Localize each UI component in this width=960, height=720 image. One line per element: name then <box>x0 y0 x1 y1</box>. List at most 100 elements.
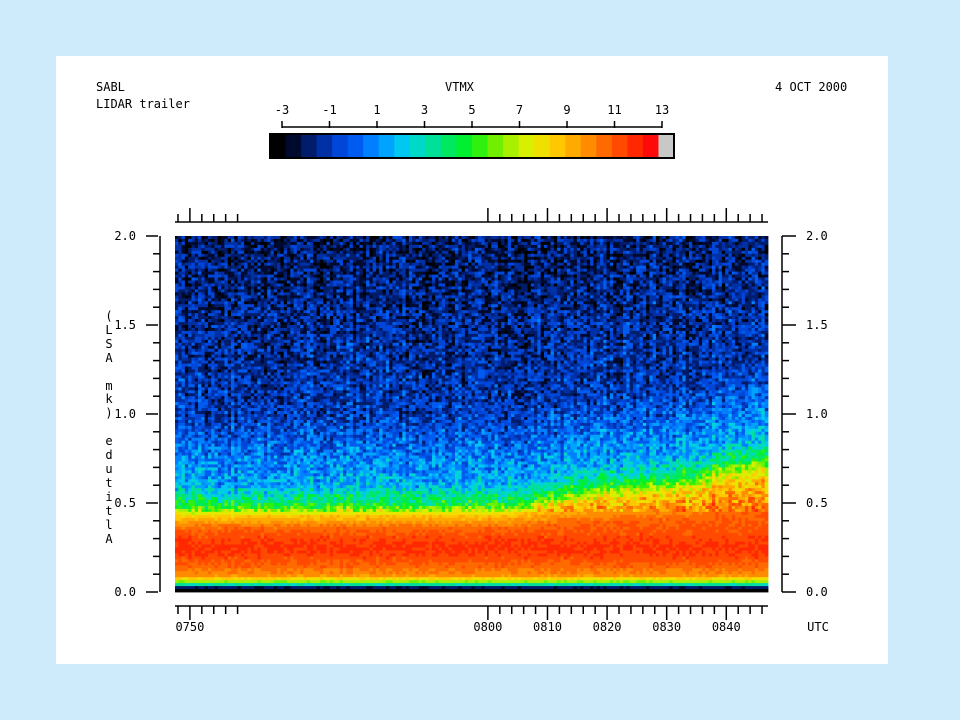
heatmap-cell <box>261 485 265 488</box>
heatmap-cell <box>300 470 304 473</box>
heatmap-cell <box>261 574 265 577</box>
heatmap-cell <box>228 503 232 506</box>
heatmap-cell <box>238 467 242 470</box>
heatmap-cell <box>205 278 209 281</box>
heatmap-cell <box>234 524 238 527</box>
heatmap-cell <box>191 266 195 269</box>
heatmap-cell <box>211 494 215 497</box>
heatmap-cell <box>195 272 199 275</box>
heatmap-cell <box>297 456 301 459</box>
heatmap-cell <box>300 432 304 435</box>
heatmap-cell <box>261 450 265 453</box>
heatmap-cell <box>188 574 192 577</box>
heatmap-cell <box>185 343 189 346</box>
heatmap-cell <box>244 559 248 562</box>
heatmap-cell <box>185 467 189 470</box>
heatmap-cell <box>310 292 314 295</box>
heatmap-cell <box>238 527 242 530</box>
heatmap-cell <box>264 521 268 524</box>
heatmap-cell <box>195 568 199 571</box>
heatmap-cell <box>238 337 242 340</box>
heatmap-cell <box>251 411 255 414</box>
heatmap-cell <box>267 441 271 444</box>
heatmap-cell <box>221 586 225 589</box>
heatmap-cell <box>185 512 189 515</box>
heatmap-cell <box>290 568 294 571</box>
heatmap-cell <box>307 316 311 319</box>
heatmap-cell <box>290 328 294 331</box>
heatmap-cell <box>287 322 291 325</box>
heatmap-cell <box>208 503 212 506</box>
heatmap-cell <box>277 586 281 589</box>
heatmap-cell <box>198 423 202 426</box>
heatmap-cell <box>208 328 212 331</box>
heatmap-cell <box>307 426 311 429</box>
heatmap-cell <box>264 461 268 464</box>
heatmap-cell <box>277 408 281 411</box>
heatmap-cell <box>274 530 278 533</box>
heatmap-cell <box>175 461 179 464</box>
heatmap-cell <box>287 423 291 426</box>
heatmap-cell <box>234 485 238 488</box>
heatmap-cell <box>261 263 265 266</box>
heatmap-cell <box>290 562 294 565</box>
heatmap-cell <box>307 349 311 352</box>
heatmap-cell <box>188 524 192 527</box>
heatmap-cell <box>178 266 182 269</box>
heatmap-cell <box>205 521 209 524</box>
heatmap-cell <box>251 281 255 284</box>
heatmap-cell <box>287 316 291 319</box>
heatmap-cell <box>241 548 245 551</box>
heatmap-cell <box>297 559 301 562</box>
heatmap-cell <box>224 589 228 592</box>
heatmap-cell <box>198 352 202 355</box>
heatmap-cell <box>234 319 238 322</box>
heatmap-cell <box>257 530 261 533</box>
heatmap-cell <box>257 524 261 527</box>
heatmap-cell <box>290 393 294 396</box>
heatmap-cell <box>215 325 219 328</box>
heatmap-cell <box>191 236 195 239</box>
heatmap-cell <box>231 393 235 396</box>
heatmap-cell <box>185 500 189 503</box>
heatmap-cell <box>267 325 271 328</box>
heatmap-cell <box>198 378 202 381</box>
heatmap-cell <box>264 550 268 553</box>
heatmap-cell <box>247 402 251 405</box>
heatmap-cell <box>280 295 284 298</box>
heatmap-cell <box>251 453 255 456</box>
heatmap-cell <box>234 494 238 497</box>
heatmap-cell <box>277 260 281 263</box>
heatmap-cell <box>290 479 294 482</box>
heatmap-cell <box>221 459 225 462</box>
heatmap-cell <box>228 307 232 310</box>
heatmap-cell <box>261 325 265 328</box>
heatmap-cell <box>300 503 304 506</box>
heatmap-cell <box>185 559 189 562</box>
heatmap-cell <box>287 396 291 399</box>
heatmap-cell <box>297 473 301 476</box>
heatmap-cell <box>280 319 284 322</box>
heatmap-cell <box>274 515 278 518</box>
heatmap-cell <box>274 559 278 562</box>
heatmap-cell <box>188 260 192 263</box>
heatmap-cell <box>290 337 294 340</box>
heatmap-cell <box>224 358 228 361</box>
heatmap-cell <box>218 298 222 301</box>
heatmap-cell <box>198 518 202 521</box>
heatmap-cell <box>307 399 311 402</box>
heatmap-cell <box>185 456 189 459</box>
heatmap-cell <box>241 390 245 393</box>
heatmap-cell <box>182 367 186 370</box>
heatmap-cell <box>264 331 268 334</box>
heatmap-cell <box>244 370 248 373</box>
heatmap-cell <box>205 245 209 248</box>
heatmap-cell <box>231 272 235 275</box>
heatmap-cell <box>228 548 232 551</box>
heatmap-cell <box>261 479 265 482</box>
heatmap-cell <box>185 316 189 319</box>
heatmap-cell <box>231 470 235 473</box>
heatmap-cell <box>191 298 195 301</box>
heatmap-cell <box>294 370 298 373</box>
heatmap-cell <box>290 263 294 266</box>
